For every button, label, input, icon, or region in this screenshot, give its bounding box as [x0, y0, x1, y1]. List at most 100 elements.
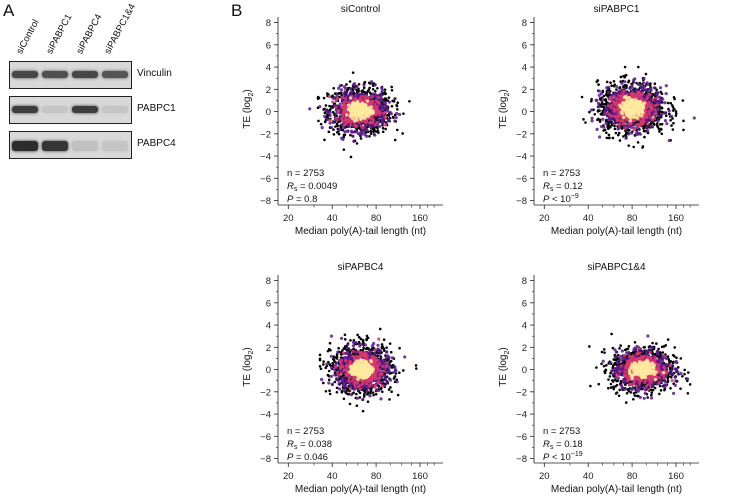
scatter-point — [671, 128, 675, 131]
scatter-point — [327, 378, 331, 382]
scatter-point — [385, 346, 388, 349]
scatter-point — [656, 99, 660, 103]
scatter-point — [317, 96, 321, 100]
scatter-point — [350, 105, 354, 109]
scatter-point — [328, 392, 332, 396]
scatter-point — [606, 90, 611, 95]
scatter-point — [663, 119, 668, 123]
chart-title: siControl — [341, 4, 380, 15]
scatter-point — [638, 132, 642, 136]
y-tick-label: 6 — [266, 40, 271, 51]
y-tick-label: 0 — [266, 107, 271, 118]
scatter-point — [348, 87, 353, 91]
scatter-point — [383, 97, 387, 100]
scatter-point — [653, 82, 657, 86]
scatter-point — [604, 121, 608, 125]
stat-rs: Rs = 0.038 — [287, 439, 332, 451]
scatter-point — [335, 119, 339, 123]
y-tick-label: 2 — [266, 343, 271, 354]
scatter-point — [656, 119, 660, 123]
scatter-point — [618, 103, 622, 108]
scatter-point — [408, 99, 411, 103]
scatter-point — [636, 141, 640, 144]
scatter-point — [660, 122, 664, 126]
y-tick-label: −4 — [516, 152, 527, 163]
scatter-point — [663, 101, 667, 105]
scatter-point — [605, 93, 608, 97]
scatter-point — [336, 131, 339, 134]
scatter-point — [328, 110, 332, 114]
scatter-point — [390, 85, 393, 89]
scatter-point — [643, 116, 647, 120]
scatter-point — [388, 110, 392, 114]
blot-band — [72, 141, 98, 151]
x-tick-label: 160 — [412, 471, 428, 482]
scatter-point — [672, 121, 675, 125]
scatter-point — [362, 94, 366, 98]
scatter-point — [607, 133, 611, 137]
scatter-point — [396, 101, 400, 105]
scatter-point — [644, 87, 648, 92]
scatter-point — [387, 100, 392, 104]
scatter-point — [332, 133, 336, 136]
y-tick-label: 2 — [266, 85, 271, 96]
scatter-point — [602, 94, 606, 98]
x-axis-label: Median poly(A)-tail length (nt) — [295, 226, 426, 237]
panel-b-letter: B — [231, 1, 243, 20]
scatter-point — [335, 93, 339, 97]
scatter-point — [393, 138, 397, 142]
scatter-point — [328, 118, 332, 123]
scatter-point — [348, 80, 352, 83]
scatter-point — [606, 104, 610, 108]
scatter-point — [638, 96, 643, 100]
y-tick-label: 0 — [522, 107, 527, 118]
scatter-point — [629, 115, 634, 120]
scatter-point — [337, 127, 341, 131]
scatter-point — [394, 116, 398, 120]
scatter-point — [395, 128, 399, 132]
scatter-point — [380, 86, 384, 90]
scatter-point — [615, 117, 619, 121]
scatter-point — [319, 122, 323, 126]
scatter-point — [596, 101, 601, 106]
blot-band — [12, 141, 38, 151]
x-tick-label: 40 — [583, 213, 594, 224]
scatter-point — [655, 122, 659, 125]
blot-band — [12, 71, 38, 78]
scatter-point — [682, 128, 685, 132]
scatter-point — [395, 111, 399, 116]
scatter-point — [384, 127, 387, 131]
scatter-point — [617, 123, 621, 127]
y-tick-label: 4 — [522, 63, 527, 74]
scatter-point — [332, 128, 335, 131]
scatter-point — [376, 95, 380, 99]
scatter-point — [373, 133, 377, 137]
y-tick-label: −4 — [260, 152, 271, 163]
blot-label-vinculin: Vinculin — [137, 68, 172, 79]
scatter-point — [589, 108, 594, 112]
blot-vinculin — [9, 61, 132, 89]
scatter-point — [663, 111, 667, 115]
x-tick-label: 20 — [539, 213, 550, 224]
scatter-point — [599, 92, 604, 96]
scatter-point — [375, 130, 379, 133]
scatter-point — [623, 65, 627, 69]
scatter-point — [390, 89, 394, 92]
scatter-point — [331, 96, 335, 100]
scatter-point — [360, 113, 364, 117]
scatter-point — [343, 122, 347, 127]
scatter-point — [600, 97, 605, 102]
scatter-point — [618, 86, 622, 89]
scatter-point — [641, 81, 645, 85]
scatter-point — [358, 391, 362, 395]
y-tick-label: 4 — [266, 63, 271, 74]
scatter-point — [388, 398, 391, 401]
scatter-point — [373, 102, 377, 106]
scatter-point — [604, 98, 608, 102]
scatter-point — [682, 119, 685, 123]
scatter-point — [414, 364, 418, 367]
scatter-point — [669, 119, 672, 122]
y-tick-label: −8 — [260, 454, 271, 465]
scatter-point — [327, 369, 331, 373]
